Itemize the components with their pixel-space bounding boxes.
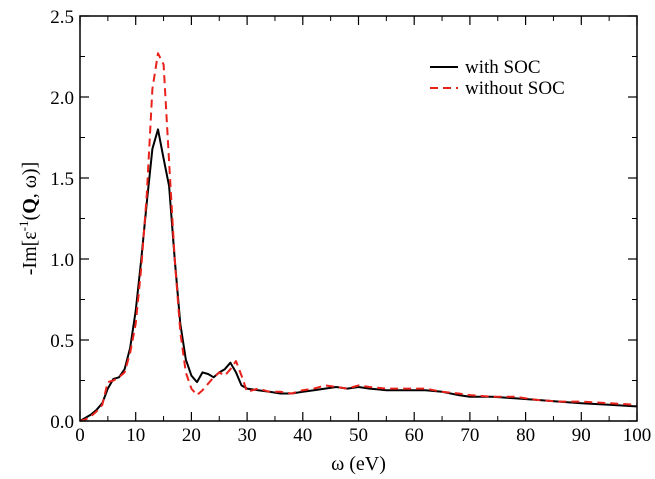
x-tick-label: 60 [405,425,424,446]
x-tick-label: 100 [623,425,652,446]
legend-label: with SOC [465,57,541,78]
axis-ticks: 0 10 20 30 40 50 60 70 80 90 100 0.0 0.5 1.0 1.5 2.0 2.5 [50,7,651,446]
y-tick-label: 1.0 [50,250,74,271]
y-tick-label: 1.5 [50,169,74,190]
x-tick-label: 20 [182,425,201,446]
x-tick-label: 0 [75,425,85,446]
series-line-without-soc [79,52,638,422]
series-layer [79,52,638,422]
y-axis-label-bold: Q [19,198,41,214]
x-tick-label: 90 [572,425,591,446]
y-axis-label-sup: -1 [16,220,31,231]
y-axis-label-open: ( [19,213,41,220]
y-axis-label-pre: -Im[ε [19,231,41,275]
x-tick-label: 40 [293,425,312,446]
y-tick-label: 0.0 [50,412,74,433]
plot-frame [79,15,638,422]
y-tick-label: 0.5 [50,331,74,352]
y-axis-label: -Im[ε-1(Q, ω)] [16,162,41,276]
x-axis-label: ω (eV) [331,453,386,475]
x-tick-label: 70 [460,425,479,446]
y-tick-label: 2.0 [50,88,74,109]
y-axis-label-post: , ω)] [19,162,41,198]
y-tick-label: 2.5 [50,7,74,28]
series-line-with-soc [79,128,638,422]
legend-label: without SOC [465,78,565,99]
x-tick-label: 30 [238,425,257,446]
x-tick-label: 10 [126,425,145,446]
x-tick-label: 80 [516,425,535,446]
x-tick-label: 50 [349,425,368,446]
